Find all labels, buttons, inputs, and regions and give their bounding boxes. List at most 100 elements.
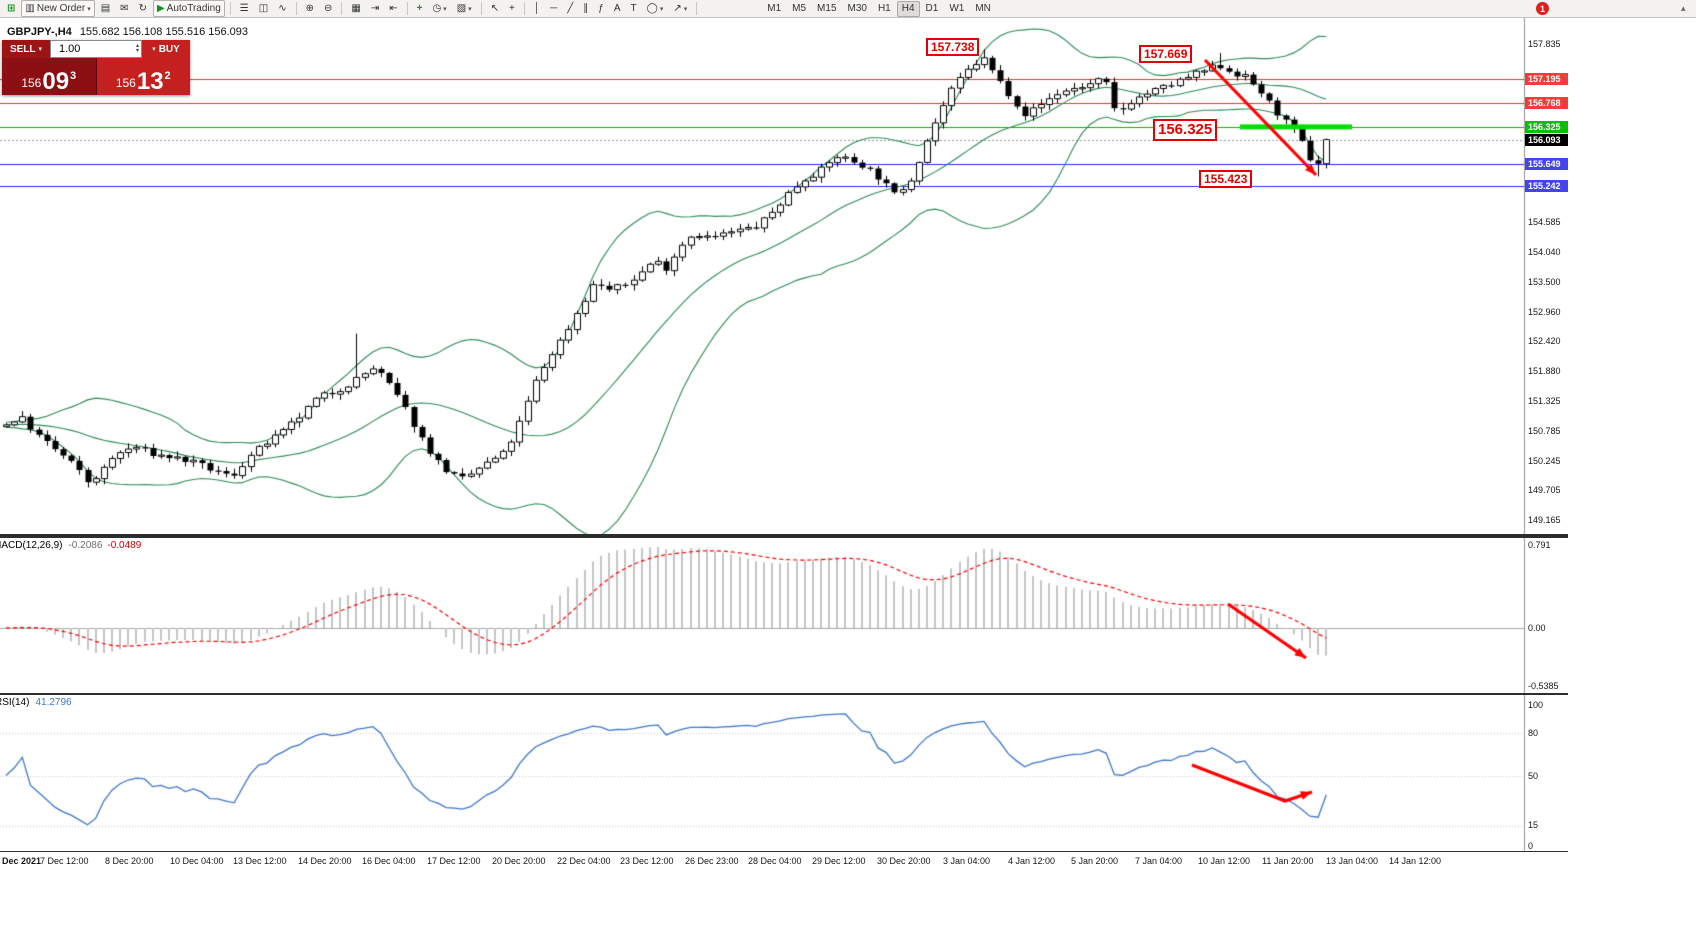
timeframe-m30[interactable]: M30 — [847, 3, 867, 14]
new-chart-icon: ⊞ — [7, 2, 16, 14]
sell-price-button[interactable]: 156 09 3 — [2, 58, 97, 95]
crosshair-icon: + — [509, 2, 515, 14]
channel-button[interactable]: ∥ — [579, 0, 592, 17]
stepper-up-icon[interactable]: ▴ — [135, 43, 139, 49]
price-axis-label: 151.325 — [1528, 396, 1561, 407]
time-axis-label: 30 Dec 20:00 — [877, 856, 931, 866]
toolbar-separator — [480, 2, 482, 15]
time-axis-label: 7 Jan 04:00 — [1135, 856, 1183, 866]
candlestick-chart-icon: ◫ — [258, 2, 269, 14]
lot-stepper[interactable]: ▴ ▾ — [135, 43, 139, 54]
price-annotation[interactable]: 157.669 — [1139, 45, 1193, 63]
timeframe-d1[interactable]: D1 — [925, 3, 939, 14]
chart-shift-button[interactable]: ⇤ — [385, 0, 401, 17]
auto-scroll-button[interactable]: ⇥ — [367, 0, 383, 17]
line-chart-icon: ∿ — [278, 2, 287, 14]
time-axis-label: 10 Dec 04:00 — [170, 856, 224, 866]
indicators-button[interactable]: + — [413, 0, 427, 17]
time-axis-label: 10 Jan 12:00 — [1198, 856, 1251, 866]
timeframe-m1[interactable]: M1 — [767, 3, 782, 14]
lot-size-value: 1.00 — [59, 43, 81, 55]
lot-size-input[interactable]: 1.00 ▴ ▾ — [50, 40, 142, 58]
price-axis-label: 154.585 — [1528, 217, 1561, 228]
channel-icon: ∥ — [583, 2, 589, 14]
price-tag: 156.093 — [1525, 133, 1568, 146]
macd-axis-max: 0.791 — [1528, 540, 1551, 550]
buy-price-main: 156 — [115, 76, 136, 90]
price-tag: 156.325 — [1525, 120, 1568, 133]
vertical-line-button[interactable]: │ — [530, 0, 544, 17]
refresh-button[interactable]: ↻ — [135, 0, 151, 17]
templates-button[interactable]: ▧ ▾ — [453, 0, 476, 17]
periods-button[interactable]: ◷ ▾ — [428, 0, 450, 17]
rsi-axis-0: 0 — [1528, 841, 1534, 851]
macd-rsi-divider — [0, 693, 1568, 695]
horizontal-line-button[interactable]: ─ — [546, 0, 561, 17]
cursor-button[interactable]: ↖ — [487, 0, 503, 17]
timeframe-m5[interactable]: M5 — [792, 3, 807, 14]
line-chart-button[interactable]: ∿ — [274, 0, 290, 17]
autotrading-label: AutoTrading — [166, 3, 221, 14]
fibonacci-button[interactable]: ƒ — [594, 0, 608, 17]
bar-chart-button[interactable]: ☰ — [236, 0, 253, 17]
tile-windows-button[interactable]: ▦ — [347, 0, 364, 17]
buy-button[interactable]: ▾ BUY — [142, 40, 190, 58]
toolbar-separator — [523, 2, 525, 15]
time-axis-label: 14 Dec 20:00 — [298, 856, 352, 866]
time-axis-label: 5 Jan 20:00 — [1071, 856, 1119, 866]
main-macd-divider — [0, 534, 1568, 538]
notification-badge[interactable]: 1 — [1536, 2, 1549, 15]
price-annotation[interactable]: 157.738 — [926, 38, 980, 56]
rsi-axis-50: 50 — [1528, 771, 1539, 781]
bar-chart-icon: ☰ — [239, 2, 249, 14]
sell-button[interactable]: SELL ▾ — [2, 40, 50, 58]
price-axis-label: 150.245 — [1528, 455, 1561, 466]
price-annotation[interactable]: 156.325 — [1153, 119, 1218, 141]
rsi-header: RSI(14) 41.2796 — [0, 697, 72, 708]
toolbar-separator — [406, 2, 408, 15]
time-axis-label: 16 Dec 04:00 — [362, 856, 416, 866]
crosshair-button[interactable]: + — [505, 0, 519, 17]
timeframe-w1[interactable]: W1 — [949, 3, 965, 14]
main-toolbar: ⊞ ▥ New Order ▾ ▤ ✉ ↻ ▶ AutoTrading ☰ ◫ … — [0, 0, 1696, 18]
new-chart-button[interactable]: ⊞ — [3, 0, 19, 17]
timeframe-h4[interactable]: H4 — [896, 0, 920, 17]
text-label-button[interactable]: T — [627, 0, 641, 17]
shapes-icon: ◯ — [646, 2, 658, 14]
email-button[interactable]: ✉ — [116, 0, 132, 17]
price-axis-label: 152.420 — [1528, 336, 1561, 347]
ohlc-values: 155.682 156.108 155.516 156.093 — [79, 26, 249, 38]
profiles-button[interactable]: ▤ — [97, 0, 114, 17]
time-axis-label: 11 Jan 20:00 — [1262, 856, 1314, 866]
text-icon: A — [613, 2, 621, 14]
time-axis-label: 7 Dec 12:00 — [40, 856, 89, 866]
templates-icon: ▧ — [456, 2, 467, 14]
autotrading-button[interactable]: ▶ AutoTrading — [152, 0, 225, 17]
toolbar-collapse-icon[interactable]: ▴ — [1681, 3, 1686, 13]
rsi-axis-80: 80 — [1528, 728, 1539, 738]
stepper-down-icon[interactable]: ▾ — [135, 48, 139, 54]
play-icon: ▶ — [156, 2, 165, 14]
toolbar-separator — [696, 2, 698, 15]
new-order-button[interactable]: ▥ New Order ▾ — [21, 0, 95, 17]
periods-icon: ◷ — [432, 2, 442, 14]
zoom-in-button[interactable]: ⊕ — [302, 0, 318, 17]
rsi-name: RSI(14) — [0, 697, 30, 708]
buy-price-button[interactable]: 156 13 2 — [96, 58, 190, 95]
timeframe-m15[interactable]: M15 — [817, 3, 837, 14]
price-annotation[interactable]: 155.423 — [1199, 170, 1253, 188]
shapes-button[interactable]: ◯ ▾ — [643, 0, 668, 17]
candlestick-chart-button[interactable]: ◫ — [255, 0, 272, 17]
price-axis-label: 149.705 — [1528, 485, 1561, 496]
time-axis-label: 8 Dec 20:00 — [105, 856, 154, 866]
trendline-button[interactable]: ╱ — [563, 0, 577, 17]
timeframe-mn[interactable]: MN — [975, 3, 991, 14]
text-button[interactable]: A — [610, 0, 625, 17]
timeframe-h1[interactable]: H1 — [877, 3, 891, 14]
zoom-out-button[interactable]: ⊖ — [320, 0, 336, 17]
arrows-button[interactable]: ↗ ▾ — [669, 0, 691, 17]
price-tag: 156.768 — [1525, 96, 1568, 109]
auto-scroll-icon: ⇥ — [370, 2, 380, 14]
